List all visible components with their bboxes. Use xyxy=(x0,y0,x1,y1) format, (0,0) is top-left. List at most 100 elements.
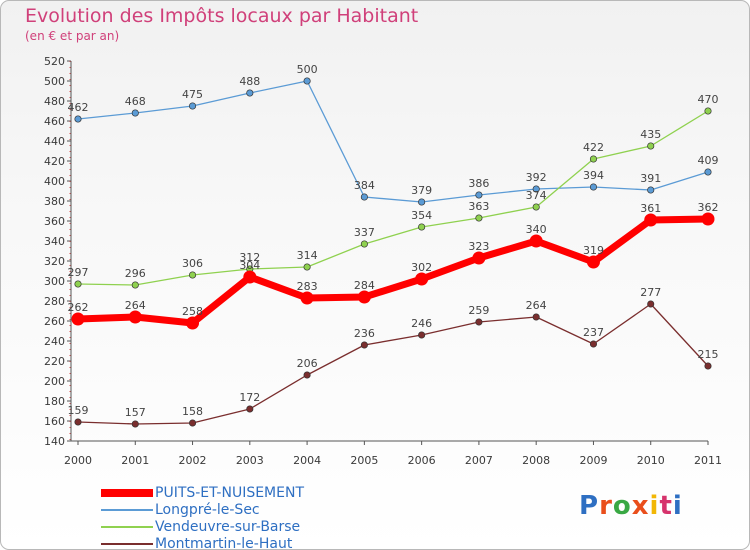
series-line-3 xyxy=(77,303,709,425)
data-label: 422 xyxy=(583,141,604,154)
data-label: 283 xyxy=(297,280,318,293)
series-line-0 xyxy=(77,215,709,327)
data-point xyxy=(475,318,483,326)
data-label: 470 xyxy=(698,93,719,106)
data-label: 158 xyxy=(182,405,203,418)
y-tick-label: 220 xyxy=(44,355,65,368)
data-label: 354 xyxy=(411,209,432,222)
data-point xyxy=(246,89,254,97)
x-tick-label: 2004 xyxy=(293,454,321,467)
brand-letter: i xyxy=(672,491,683,521)
data-point xyxy=(647,142,655,150)
data-point xyxy=(532,185,540,193)
legend-swatch xyxy=(101,489,153,497)
data-label: 296 xyxy=(125,267,146,280)
data-point xyxy=(589,155,598,163)
data-label: 488 xyxy=(239,75,260,88)
data-point xyxy=(475,191,483,199)
chart-subtitle: (en € et par an) xyxy=(25,29,120,43)
y-tick-label: 240 xyxy=(44,335,65,348)
data-label: 277 xyxy=(640,286,661,299)
x-tick-label: 2006 xyxy=(408,454,436,467)
data-point xyxy=(644,213,658,227)
legend-swatch xyxy=(101,509,153,511)
data-label: 361 xyxy=(640,202,661,215)
series-line-2 xyxy=(77,110,709,286)
data-point xyxy=(701,212,715,226)
data-label: 386 xyxy=(468,177,489,190)
series-line-1 xyxy=(77,80,709,203)
data-point xyxy=(303,77,311,85)
data-label: 374 xyxy=(526,189,547,202)
data-point xyxy=(360,193,368,201)
brand-letter: t xyxy=(659,491,673,521)
y-tick-label: 400 xyxy=(44,175,65,188)
data-point xyxy=(647,300,655,308)
chart-title: Evolution des Impôts locaux par Habitant xyxy=(25,5,419,27)
data-label: 246 xyxy=(411,317,432,330)
data-point xyxy=(303,263,311,271)
brand-letter: i xyxy=(649,491,660,521)
x-tick-label: 2000 xyxy=(64,454,92,467)
x-tick-label: 2002 xyxy=(179,454,207,467)
y-tick-label: 140 xyxy=(44,435,65,448)
data-label: 362 xyxy=(698,201,719,214)
data-point xyxy=(360,240,368,248)
data-label: 475 xyxy=(182,88,203,101)
data-label: 206 xyxy=(297,357,318,370)
x-tick-label: 2011 xyxy=(694,454,722,467)
data-label: 394 xyxy=(583,169,604,182)
legend-label: Montmartin-le-Haut xyxy=(155,536,293,550)
data-point xyxy=(418,223,426,231)
brand-logo: Proxiti xyxy=(579,491,683,521)
y-tick-label: 440 xyxy=(44,135,65,148)
x-tick-label: 2007 xyxy=(465,454,493,467)
data-point xyxy=(303,371,311,379)
y-tick-label: 300 xyxy=(44,275,65,288)
data-label: 284 xyxy=(354,279,375,292)
data-point xyxy=(188,419,197,427)
x-tick-label: 2003 xyxy=(236,454,264,467)
data-point xyxy=(188,102,197,110)
x-tick-label: 2009 xyxy=(579,454,607,467)
data-point xyxy=(131,420,139,428)
y-tick-label: 500 xyxy=(44,75,65,88)
data-point xyxy=(357,290,371,304)
y-tick-label: 380 xyxy=(44,195,65,208)
data-point xyxy=(529,234,543,248)
y-tick-label: 320 xyxy=(44,255,65,268)
data-label: 262 xyxy=(68,301,89,314)
data-label: 314 xyxy=(297,249,318,262)
data-label: 392 xyxy=(526,171,547,184)
data-label: 379 xyxy=(411,184,432,197)
data-point xyxy=(188,271,197,279)
data-point xyxy=(475,214,483,222)
y-tick-label: 260 xyxy=(44,315,65,328)
data-point xyxy=(71,312,85,326)
data-point xyxy=(74,418,82,426)
x-tick-label: 2005 xyxy=(350,454,378,467)
y-tick-label: 180 xyxy=(44,395,65,408)
brand-letter: r xyxy=(599,491,613,521)
data-point xyxy=(586,255,600,269)
data-point xyxy=(246,405,254,413)
legend-swatch xyxy=(101,526,153,528)
y-tick-label: 360 xyxy=(44,215,65,228)
data-point xyxy=(704,362,712,370)
data-point xyxy=(418,198,426,206)
data-label: 363 xyxy=(468,200,489,213)
data-label: 306 xyxy=(182,257,203,270)
x-tick-label: 2001 xyxy=(121,454,149,467)
data-point xyxy=(704,168,712,176)
data-label: 340 xyxy=(526,223,547,236)
data-point xyxy=(472,251,486,265)
data-point xyxy=(589,340,598,348)
legend-label: Longpré-le-Sec xyxy=(155,502,260,518)
y-tick-label: 280 xyxy=(44,295,65,308)
brand-letter: P xyxy=(579,491,600,521)
data-label: 258 xyxy=(182,305,203,318)
x-tick-label: 2008 xyxy=(522,454,550,467)
data-label: 462 xyxy=(68,101,89,114)
data-point xyxy=(74,280,82,288)
data-point xyxy=(360,341,368,349)
